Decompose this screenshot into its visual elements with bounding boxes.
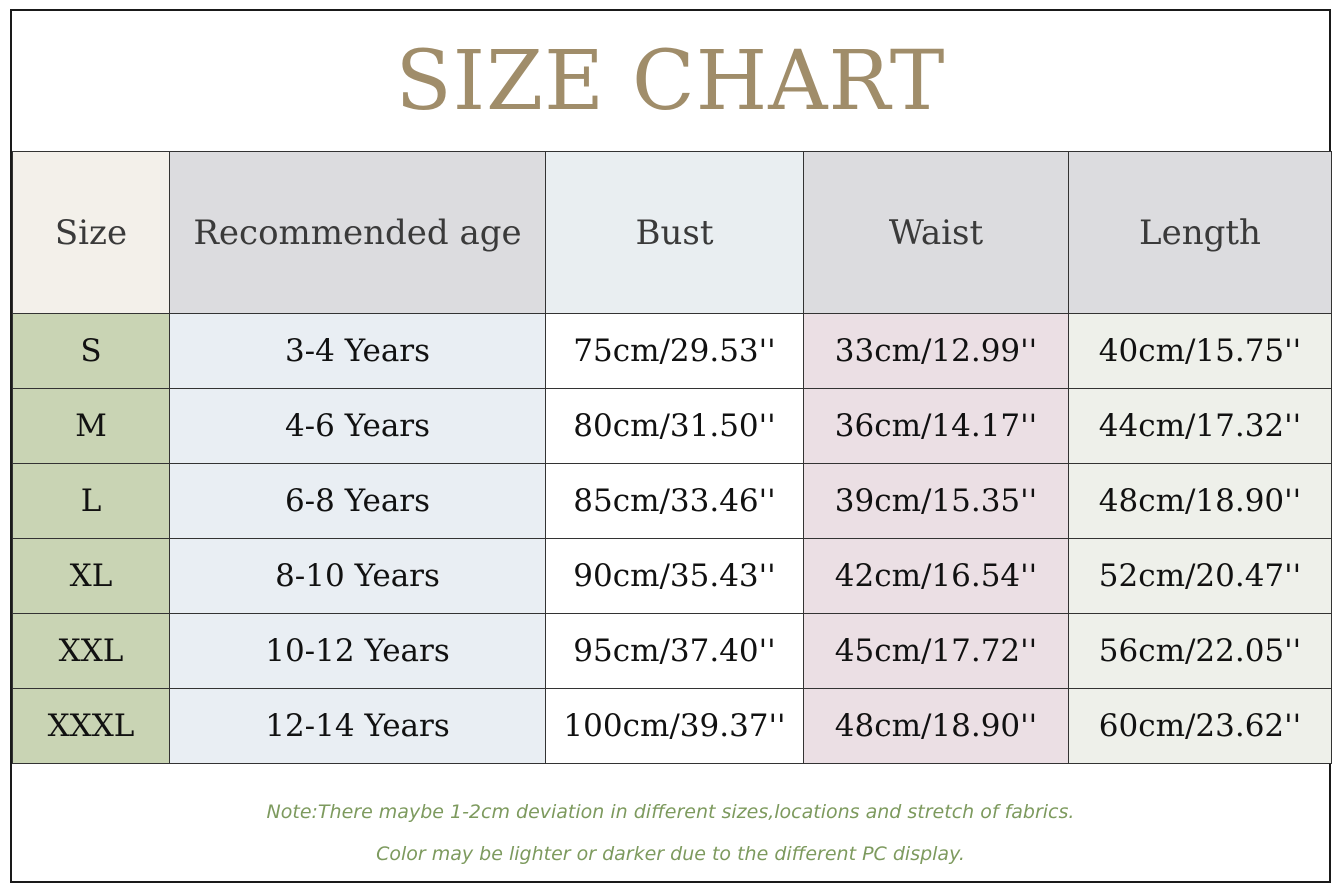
waist-cell: 33cm/12.99'' bbox=[803, 313, 1069, 389]
column-header-recommended-age: Recommended age bbox=[169, 151, 546, 314]
column-header-size: Size bbox=[12, 151, 170, 314]
table-row: XXXL 12-14 Years 100cm/39.37'' 48cm/18.9… bbox=[12, 688, 1332, 764]
size-cell: M bbox=[12, 388, 170, 464]
length-cell: 56cm/22.05'' bbox=[1068, 613, 1332, 689]
size-cell: L bbox=[12, 463, 170, 539]
waist-cell: 36cm/14.17'' bbox=[803, 388, 1069, 464]
length-cell: 48cm/18.90'' bbox=[1068, 463, 1332, 539]
note-color-display: Color may be lighter or darker due to th… bbox=[376, 843, 965, 865]
column-header-bust: Bust bbox=[545, 151, 804, 314]
age-cell: 6-8 Years bbox=[169, 463, 546, 539]
age-cell: 4-6 Years bbox=[169, 388, 546, 464]
size-cell: XL bbox=[12, 538, 170, 614]
size-cell: XXXL bbox=[12, 688, 170, 764]
title-area: SIZE CHART bbox=[12, 11, 1329, 153]
length-cell: 60cm/23.62'' bbox=[1068, 688, 1332, 764]
waist-cell: 48cm/18.90'' bbox=[803, 688, 1069, 764]
column-header-waist: Waist bbox=[803, 151, 1069, 314]
bust-cell: 100cm/39.37'' bbox=[545, 688, 804, 764]
table-row: XL 8-10 Years 90cm/35.43'' 42cm/16.54'' … bbox=[12, 538, 1332, 614]
length-cell: 44cm/17.32'' bbox=[1068, 388, 1332, 464]
notes-area: Note:There maybe 1-2cm deviation in diff… bbox=[12, 781, 1329, 881]
size-cell: XXL bbox=[12, 613, 170, 689]
size-cell: S bbox=[12, 313, 170, 389]
page-title: SIZE CHART bbox=[395, 33, 946, 129]
bust-cell: 85cm/33.46'' bbox=[545, 463, 804, 539]
table-row: S 3-4 Years 75cm/29.53'' 33cm/12.99'' 40… bbox=[12, 313, 1332, 389]
age-cell: 12-14 Years bbox=[169, 688, 546, 764]
bust-cell: 75cm/29.53'' bbox=[545, 313, 804, 389]
size-chart-frame: SIZE CHART Size Recommended age Bust Wai… bbox=[10, 9, 1332, 883]
size-table: Size Recommended age Bust Waist Length S… bbox=[12, 151, 1332, 764]
bust-cell: 90cm/35.43'' bbox=[545, 538, 804, 614]
age-cell: 3-4 Years bbox=[169, 313, 546, 389]
bust-cell: 95cm/37.40'' bbox=[545, 613, 804, 689]
length-cell: 40cm/15.75'' bbox=[1068, 313, 1332, 389]
waist-cell: 42cm/16.54'' bbox=[803, 538, 1069, 614]
age-cell: 8-10 Years bbox=[169, 538, 546, 614]
table-row: L 6-8 Years 85cm/33.46'' 39cm/15.35'' 48… bbox=[12, 463, 1332, 539]
column-header-length: Length bbox=[1068, 151, 1332, 314]
waist-cell: 45cm/17.72'' bbox=[803, 613, 1069, 689]
age-cell: 10-12 Years bbox=[169, 613, 546, 689]
table-row: XXL 10-12 Years 95cm/37.40'' 45cm/17.72'… bbox=[12, 613, 1332, 689]
note-deviation: Note:There maybe 1-2cm deviation in diff… bbox=[266, 801, 1075, 823]
table-header-row: Size Recommended age Bust Waist Length bbox=[12, 151, 1332, 314]
waist-cell: 39cm/15.35'' bbox=[803, 463, 1069, 539]
bust-cell: 80cm/31.50'' bbox=[545, 388, 804, 464]
length-cell: 52cm/20.47'' bbox=[1068, 538, 1332, 614]
table-row: M 4-6 Years 80cm/31.50'' 36cm/14.17'' 44… bbox=[12, 388, 1332, 464]
